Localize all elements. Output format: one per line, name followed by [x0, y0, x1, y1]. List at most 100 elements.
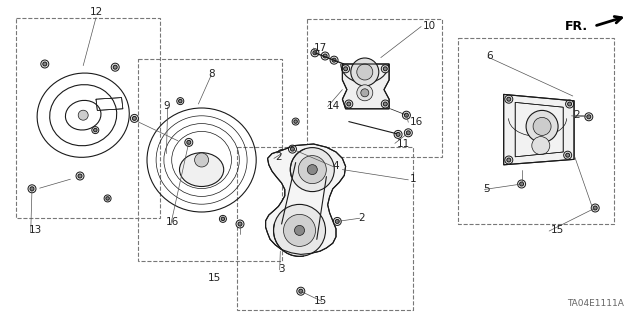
Circle shape	[187, 140, 191, 144]
Circle shape	[131, 114, 138, 122]
Circle shape	[177, 98, 184, 105]
Text: 10: 10	[422, 20, 436, 31]
Text: 15: 15	[208, 273, 221, 284]
Circle shape	[351, 58, 379, 86]
Circle shape	[518, 180, 525, 188]
Circle shape	[221, 217, 225, 221]
Circle shape	[383, 102, 387, 106]
Bar	[237, 147, 413, 310]
Circle shape	[280, 152, 284, 156]
Circle shape	[289, 145, 296, 153]
Circle shape	[568, 102, 572, 106]
Circle shape	[335, 220, 339, 223]
Circle shape	[321, 52, 329, 60]
Circle shape	[43, 62, 47, 66]
Text: 13: 13	[29, 225, 42, 236]
Circle shape	[76, 172, 84, 180]
Circle shape	[383, 67, 387, 71]
Circle shape	[394, 130, 402, 138]
Circle shape	[93, 128, 97, 132]
Circle shape	[591, 204, 599, 212]
Text: 2: 2	[358, 212, 365, 223]
Circle shape	[381, 65, 389, 73]
Circle shape	[396, 132, 400, 136]
Circle shape	[333, 218, 341, 225]
Circle shape	[344, 67, 348, 71]
Circle shape	[323, 54, 327, 58]
Circle shape	[505, 95, 513, 103]
Circle shape	[564, 151, 572, 159]
Circle shape	[30, 187, 34, 191]
Circle shape	[342, 65, 349, 73]
Text: 3: 3	[278, 264, 285, 274]
Circle shape	[311, 49, 319, 57]
Circle shape	[299, 289, 303, 293]
Circle shape	[585, 113, 593, 121]
Circle shape	[297, 287, 305, 295]
Polygon shape	[504, 94, 574, 165]
Text: 12: 12	[90, 7, 102, 17]
Circle shape	[291, 148, 334, 192]
Text: TA04E1111A: TA04E1111A	[567, 300, 623, 308]
Text: 15: 15	[314, 296, 326, 306]
Circle shape	[294, 120, 298, 123]
Text: 4: 4	[333, 161, 339, 172]
Circle shape	[292, 118, 299, 125]
Circle shape	[357, 85, 372, 101]
Text: 11: 11	[397, 139, 410, 149]
Text: 14: 14	[326, 100, 340, 111]
Circle shape	[507, 97, 511, 101]
Text: 6: 6	[486, 51, 493, 61]
Circle shape	[41, 60, 49, 68]
Circle shape	[195, 153, 209, 167]
Bar	[138, 59, 282, 261]
Text: 17: 17	[314, 43, 327, 53]
Text: 1: 1	[410, 174, 416, 184]
Bar	[307, 19, 442, 157]
Circle shape	[220, 215, 227, 222]
Circle shape	[403, 111, 410, 119]
Text: 2: 2	[573, 110, 579, 120]
Circle shape	[587, 115, 591, 119]
Circle shape	[185, 138, 193, 147]
Circle shape	[357, 64, 372, 80]
Circle shape	[298, 156, 326, 184]
Circle shape	[566, 153, 570, 157]
Circle shape	[345, 100, 353, 108]
Circle shape	[532, 137, 550, 155]
Circle shape	[273, 204, 326, 256]
Circle shape	[307, 164, 317, 175]
Circle shape	[113, 65, 117, 69]
Text: 16: 16	[410, 116, 423, 127]
Circle shape	[406, 131, 410, 135]
Polygon shape	[342, 64, 389, 109]
Text: 16: 16	[166, 217, 179, 228]
Text: 8: 8	[208, 68, 214, 79]
Text: 9: 9	[163, 100, 170, 111]
Circle shape	[306, 188, 310, 192]
Ellipse shape	[179, 153, 224, 187]
Circle shape	[507, 158, 511, 162]
Circle shape	[294, 225, 305, 236]
Text: 2: 2	[275, 152, 282, 162]
Circle shape	[111, 63, 119, 71]
Circle shape	[278, 149, 285, 157]
Circle shape	[381, 100, 389, 108]
Circle shape	[526, 110, 558, 142]
Circle shape	[566, 100, 573, 108]
Circle shape	[179, 99, 182, 103]
Polygon shape	[266, 144, 346, 254]
Circle shape	[92, 127, 99, 134]
Circle shape	[347, 102, 351, 106]
Bar	[458, 38, 614, 224]
Circle shape	[313, 51, 317, 55]
Circle shape	[305, 186, 312, 193]
Circle shape	[332, 58, 336, 62]
Circle shape	[291, 147, 294, 151]
Text: 5: 5	[483, 184, 490, 194]
Circle shape	[104, 195, 111, 202]
Circle shape	[132, 116, 136, 120]
Circle shape	[404, 113, 408, 117]
Circle shape	[404, 129, 412, 137]
Circle shape	[238, 222, 242, 226]
